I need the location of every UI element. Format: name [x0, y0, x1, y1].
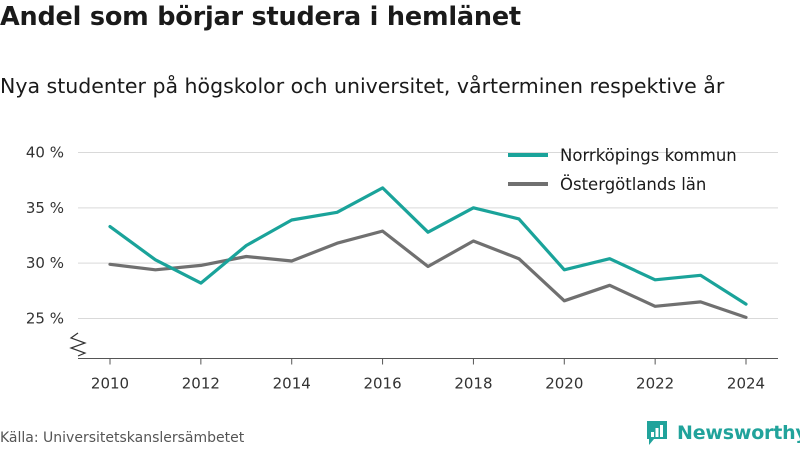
series-line-ostergotland — [108, 229, 748, 319]
y-tick-label: 30 % — [26, 254, 64, 272]
legend-label: Östergötlands län — [560, 175, 706, 194]
axes: 25 % 30 % 35 % 40 % 2010 2012 2014 2016 2018 2020… — [26, 144, 778, 393]
x-tick-label: 2024 — [727, 375, 765, 393]
legend-label: Norrköpings kommun — [560, 146, 737, 165]
y-tick-label: 40 % — [26, 144, 64, 162]
gridlines — [78, 152, 778, 319]
y-tick-label: 35 % — [26, 199, 64, 217]
axis-break-mark — [69, 332, 87, 357]
x-tick-label: 2016 — [363, 375, 401, 393]
brand: Newsworthy — [645, 420, 800, 446]
newsworthy-logo-icon — [647, 421, 667, 445]
chart-subtitle: Nya studenter på högskolor och universit… — [0, 74, 725, 98]
y-tick-label: 25 % — [26, 310, 64, 328]
x-tick-label: 2020 — [545, 375, 583, 393]
x-tick-label: 2010 — [91, 375, 129, 393]
chart-title: Andel som börjar studera i hemlänet — [0, 2, 521, 32]
x-tick-label: 2022 — [636, 375, 674, 393]
x-tick-label: 2018 — [454, 375, 492, 393]
legend: Norrköpings kommun Östergötlands län — [508, 146, 737, 194]
series-line-norrkoping — [108, 186, 748, 306]
x-tick-label: 2012 — [182, 375, 220, 393]
source-note: Källa: Universitetskanslersämbetet — [0, 430, 245, 446]
brand-name: Newsworthy — [677, 422, 800, 444]
series-lines — [108, 186, 748, 319]
x-tick-label: 2014 — [273, 375, 311, 393]
